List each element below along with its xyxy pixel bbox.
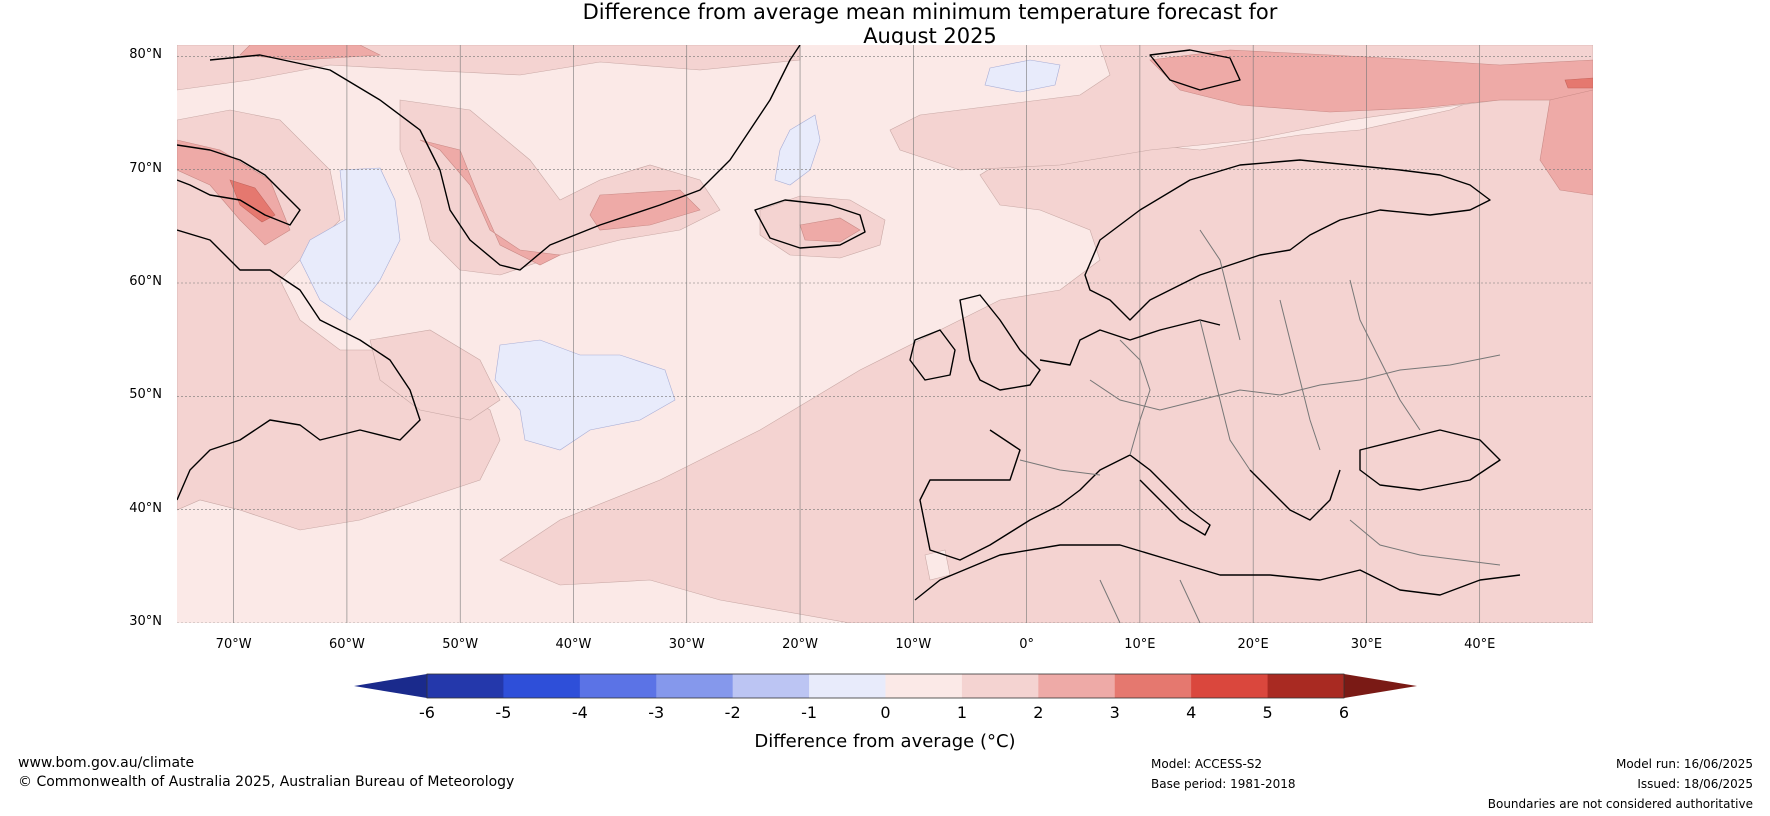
longitude-label: 40°E — [1464, 637, 1496, 652]
colorbar-tick: -3 — [648, 703, 665, 722]
graticule — [177, 45, 1593, 623]
issued-date: Issued: 18/06/2025 — [1637, 777, 1753, 791]
chart-title: Difference from average mean minimum tem… — [0, 0, 1770, 48]
model-run-date: Model run: 16/06/2025 — [1615, 757, 1753, 771]
colorbar-tick: 4 — [1186, 703, 1197, 722]
model-name: Model: ACCESS-S2 — [1151, 757, 1263, 771]
anomaly-zone-cool-svalbard-sea — [984, 59, 1061, 93]
colorbar-tick: 6 — [1338, 703, 1350, 722]
colorbar-tick: 0 — [880, 703, 891, 722]
colorbar-segment — [1267, 674, 1345, 698]
latitude-label: 40°N — [129, 500, 162, 516]
title-line-1: Difference from average mean minimum tem… — [582, 0, 1278, 24]
colorbar-tick: 5 — [1262, 703, 1273, 722]
colorbar-label: Difference from average (°C) — [754, 731, 1016, 752]
colorbar-tick: 3 — [1109, 703, 1120, 722]
longitude-label: 0° — [1019, 637, 1034, 652]
colorbar-over-arrow — [1344, 674, 1417, 698]
coastline-italy — [1129, 454, 1211, 536]
copyright-text: © Commonwealth of Australia 2025, Austra… — [18, 774, 515, 790]
coastline-iberia — [919, 429, 1131, 561]
coastline-ireland — [909, 329, 956, 381]
colorbar-segment — [656, 674, 734, 698]
longitude-label: 70°W — [215, 637, 252, 652]
colorbar-segment — [427, 674, 504, 698]
coastline-europe-west — [1039, 319, 1221, 366]
longitude-label: 30°W — [668, 637, 705, 652]
latitude-label: 50°N — [129, 387, 162, 403]
coastline-canada-arctic — [177, 144, 301, 226]
coastline-scandinavia — [1084, 159, 1491, 321]
colorbar-segment — [1191, 674, 1269, 698]
anomaly-zone-svalbard — [1149, 49, 1593, 113]
colorbar-tick: -5 — [495, 703, 512, 722]
colorbar-tick: 1 — [956, 703, 967, 722]
colorbar-segment — [1114, 674, 1192, 698]
coastline-balkans — [1249, 469, 1341, 521]
longitude-label: 20°W — [782, 637, 818, 652]
colorbar-segment — [732, 674, 810, 698]
anomaly-zone-atlantic-band — [369, 329, 501, 421]
anomaly-zone-greenland-east — [399, 99, 721, 276]
coastline-svalbard — [1149, 49, 1241, 91]
anomaly-zone-cool-labrador — [299, 167, 401, 321]
longitude-label: 60°W — [328, 637, 365, 652]
disclaimer-text: Boundaries are not considered authoritat… — [1487, 797, 1753, 811]
colorbar-tick: -4 — [571, 703, 588, 722]
latitude-label: 80°N — [129, 47, 162, 63]
longitude-label: 10°W — [895, 637, 932, 652]
latitude-label: 30°N — [129, 614, 162, 629]
colorbar-tick: 2 — [1033, 703, 1044, 722]
colorbar-segment — [885, 674, 963, 698]
longitude-label: 50°W — [442, 637, 479, 652]
anomaly-zone-europe-land — [499, 45, 1593, 623]
anomaly-zone-kara-core — [1564, 77, 1593, 89]
longitude-label: 10°E — [1124, 637, 1156, 652]
coastline-black-sea — [1359, 429, 1501, 491]
coastline-iceland — [754, 199, 866, 249]
colorbar-tick: -2 — [724, 703, 741, 722]
longitude-label: 30°E — [1350, 637, 1383, 652]
colorbar-tick: -1 — [801, 703, 818, 722]
latitude-label: 60°N — [129, 274, 162, 289]
colorbar-segment — [809, 674, 886, 698]
coastline-greenland — [209, 45, 801, 271]
website-link[interactable]: www.bom.gov.au/climate — [18, 755, 195, 771]
coastlines — [177, 45, 1521, 601]
anomaly-zone-arctic-east — [1539, 89, 1593, 196]
title-line-2: August 2025 — [863, 24, 997, 48]
coastline-great-britain — [959, 294, 1041, 391]
anomaly-zone-baffin-core — [229, 179, 276, 223]
colorbar-segment — [961, 674, 1039, 698]
anomaly-zone-light-mediterranean — [924, 549, 951, 581]
coastline-north-africa — [914, 544, 1521, 601]
latitude-label: 70°N — [129, 160, 162, 176]
colorbar-under-arrow — [354, 674, 427, 698]
base-period: Base period: 1981-2018 — [1151, 777, 1296, 791]
colorbar-segment — [579, 674, 657, 698]
colorbar-segment — [1038, 674, 1116, 698]
colorbar-segment — [503, 674, 581, 698]
anomaly-zone-iceland-core — [799, 217, 861, 243]
national-borders — [1019, 229, 1501, 623]
longitude-label: 40°W — [555, 637, 592, 652]
longitude-label: 20°E — [1237, 637, 1269, 652]
anomaly-zone-cool-atlantic — [494, 339, 676, 451]
coastline-labrador — [177, 229, 421, 501]
colorbar-tick: -6 — [419, 703, 435, 722]
